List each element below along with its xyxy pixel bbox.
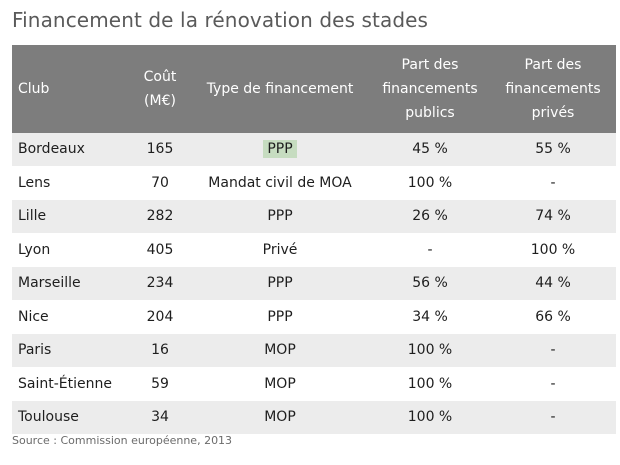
cell-cost: 34 bbox=[130, 400, 190, 435]
table-row: Paris 16 MOP 100 % - bbox=[12, 333, 616, 368]
cell-club: Marseille bbox=[12, 266, 130, 301]
page-title: Financement de la rénovation des stades bbox=[12, 8, 429, 32]
cell-type: PPP bbox=[190, 133, 370, 167]
cell-private: - bbox=[490, 367, 616, 401]
cell-public: 56 % bbox=[370, 266, 490, 301]
cell-private: 55 % bbox=[490, 133, 616, 167]
table-header-row: Club Coût (M€) Type de financement Part … bbox=[12, 45, 616, 133]
cell-cost: 204 bbox=[130, 300, 190, 334]
cell-cost: 59 bbox=[130, 367, 190, 401]
table-row: Lyon 405 Privé - 100 % bbox=[12, 233, 616, 267]
table-row: Marseille 234 PPP 56 % 44 % bbox=[12, 266, 616, 301]
header-cost: Coût (M€) bbox=[130, 45, 190, 133]
header-cost-line2: (M€) bbox=[144, 93, 176, 109]
cell-private: - bbox=[490, 400, 616, 435]
cell-type: Mandat civil de MOA bbox=[190, 166, 370, 200]
cell-type: MOP bbox=[190, 333, 370, 368]
cell-private: 66 % bbox=[490, 300, 616, 334]
table-row: Lens 70 Mandat civil de MOA 100 % - bbox=[12, 166, 616, 200]
cell-club: Toulouse bbox=[12, 400, 130, 435]
cell-private: 44 % bbox=[490, 266, 616, 301]
cell-public: 34 % bbox=[370, 300, 490, 334]
header-private-share: Part des financements privés bbox=[490, 45, 616, 133]
cell-cost: 282 bbox=[130, 199, 190, 234]
header-private-line3: privés bbox=[531, 105, 575, 121]
cell-public: 100 % bbox=[370, 400, 490, 435]
header-public-line2: financements bbox=[382, 81, 478, 97]
cell-private: 100 % bbox=[490, 233, 616, 267]
cell-type: MOP bbox=[190, 367, 370, 401]
cell-public: 100 % bbox=[370, 333, 490, 368]
table-row: Saint-Étienne 59 MOP 100 % - bbox=[12, 367, 616, 401]
header-private-line1: Part des bbox=[524, 57, 582, 73]
header-type: Type de financement bbox=[190, 45, 370, 133]
cell-club: Paris bbox=[12, 333, 130, 368]
cell-cost: 234 bbox=[130, 266, 190, 301]
cell-club: Lens bbox=[12, 166, 130, 200]
header-club: Club bbox=[12, 45, 130, 133]
cell-cost: 165 bbox=[130, 133, 190, 167]
cell-type: PPP bbox=[190, 300, 370, 334]
cell-public: 45 % bbox=[370, 133, 490, 167]
cell-cost: 405 bbox=[130, 233, 190, 267]
cell-private: - bbox=[490, 333, 616, 368]
table-row: Bordeaux 165 PPP 45 % 55 % bbox=[12, 133, 616, 167]
cell-type: Privé bbox=[190, 233, 370, 267]
cell-cost: 70 bbox=[130, 166, 190, 200]
header-cost-line1: Coût bbox=[143, 69, 177, 85]
cell-cost: 16 bbox=[130, 333, 190, 368]
header-public-share: Part des financements publics bbox=[370, 45, 490, 133]
stadium-financing-table: Club Coût (M€) Type de financement Part … bbox=[12, 45, 616, 435]
table-row: Nice 204 PPP 34 % 66 % bbox=[12, 300, 616, 334]
cell-public: 100 % bbox=[370, 166, 490, 200]
cell-club: Lyon bbox=[12, 233, 130, 267]
cell-public: 100 % bbox=[370, 367, 490, 401]
cell-club: Saint-Étienne bbox=[12, 367, 130, 401]
table-row: Toulouse 34 MOP 100 % - bbox=[12, 400, 616, 435]
cell-private: 74 % bbox=[490, 199, 616, 234]
table-row: Lille 282 PPP 26 % 74 % bbox=[12, 199, 616, 234]
cell-type: PPP bbox=[190, 266, 370, 301]
highlighted-type: PPP bbox=[263, 140, 297, 159]
cell-type: MOP bbox=[190, 400, 370, 435]
cell-public: 26 % bbox=[370, 199, 490, 234]
header-public-line3: publics bbox=[405, 105, 455, 121]
cell-club: Lille bbox=[12, 199, 130, 234]
cell-club: Bordeaux bbox=[12, 133, 130, 167]
header-private-line2: financements bbox=[505, 81, 601, 97]
cell-public: - bbox=[370, 233, 490, 267]
cell-club: Nice bbox=[12, 300, 130, 334]
cell-type: PPP bbox=[190, 199, 370, 234]
cell-private: - bbox=[490, 166, 616, 200]
source-note: Source : Commission européenne, 2013 bbox=[12, 434, 233, 447]
header-public-line1: Part des bbox=[401, 57, 459, 73]
